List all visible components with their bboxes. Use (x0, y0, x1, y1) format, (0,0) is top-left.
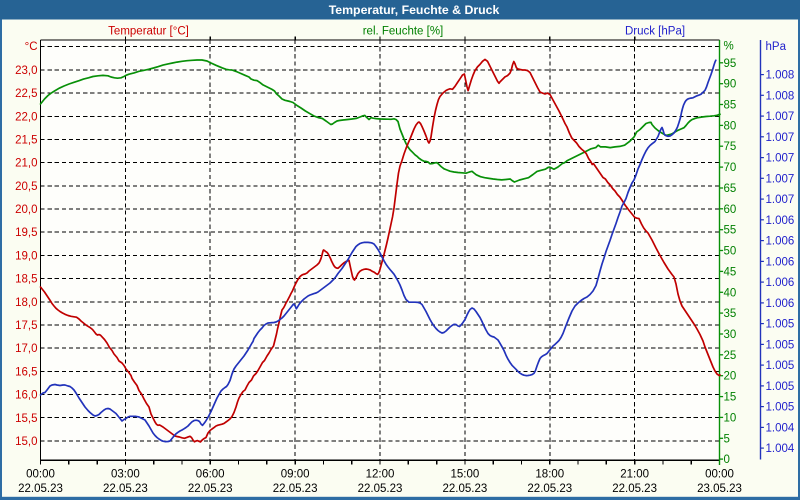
svg-text:16,5: 16,5 (15, 366, 37, 378)
svg-text:65: 65 (724, 183, 737, 195)
svg-text:18,0: 18,0 (15, 297, 37, 309)
svg-text:15,5: 15,5 (15, 413, 37, 425)
svg-text:1.004: 1.004 (766, 443, 795, 455)
svg-text:55: 55 (724, 225, 737, 237)
svg-text:15: 15 (724, 392, 737, 404)
svg-text:5: 5 (724, 433, 730, 445)
svg-text:10: 10 (724, 412, 737, 424)
svg-text:1.007: 1.007 (766, 194, 795, 206)
svg-text:1.006: 1.006 (766, 277, 795, 289)
svg-text:1.007: 1.007 (766, 173, 795, 185)
svg-text:50: 50 (724, 246, 737, 258)
svg-text:03:00: 03:00 (111, 469, 140, 481)
svg-text:hPa: hPa (766, 41, 787, 53)
svg-text:22.05.23: 22.05.23 (18, 483, 63, 495)
svg-text:18:00: 18:00 (535, 469, 564, 481)
svg-text:22,5: 22,5 (15, 88, 37, 100)
svg-text:22.05.23: 22.05.23 (103, 483, 148, 495)
svg-text:rel. Feuchte [%]: rel. Feuchte [%] (363, 26, 444, 38)
svg-text:21,5: 21,5 (15, 134, 37, 146)
svg-text:19,5: 19,5 (15, 227, 37, 239)
svg-text:1.006: 1.006 (766, 298, 795, 310)
svg-text:15:00: 15:00 (451, 469, 480, 481)
svg-text:35: 35 (724, 308, 737, 320)
svg-text:40: 40 (724, 287, 737, 299)
svg-text:1.007: 1.007 (766, 132, 795, 144)
svg-text:21,0: 21,0 (15, 158, 37, 170)
svg-text:0: 0 (724, 454, 730, 466)
svg-text:1.004: 1.004 (766, 422, 795, 434)
svg-text:70: 70 (724, 162, 737, 174)
svg-text:1.008: 1.008 (766, 90, 795, 102)
svg-text:15,0: 15,0 (15, 436, 37, 448)
svg-text:22,0: 22,0 (15, 111, 37, 123)
svg-text:25: 25 (724, 350, 737, 362)
svg-text:1.008: 1.008 (766, 70, 795, 82)
svg-text:17,5: 17,5 (15, 320, 37, 332)
svg-text:1.005: 1.005 (766, 402, 795, 414)
svg-text:1.006: 1.006 (766, 256, 795, 268)
svg-text:19,0: 19,0 (15, 250, 37, 262)
svg-text:85: 85 (724, 100, 737, 112)
svg-text:30: 30 (724, 329, 737, 341)
svg-text:1.005: 1.005 (766, 381, 795, 393)
svg-text:1.007: 1.007 (766, 153, 795, 165)
svg-text:22.05.23: 22.05.23 (443, 483, 488, 495)
svg-text:23.05.23: 23.05.23 (697, 483, 742, 495)
svg-text:22.05.23: 22.05.23 (527, 483, 572, 495)
svg-text:Temperatur [°C]: Temperatur [°C] (108, 26, 189, 38)
svg-text:1.005: 1.005 (766, 360, 795, 372)
svg-text:1.006: 1.006 (766, 236, 795, 248)
svg-text:1.005: 1.005 (766, 339, 795, 351)
svg-text:00:00: 00:00 (26, 469, 55, 481)
svg-text:20: 20 (724, 371, 737, 383)
svg-text:1.007: 1.007 (766, 111, 795, 123)
svg-text:Temperatur, Feuchte & Druck: Temperatur, Feuchte & Druck (329, 3, 500, 17)
svg-text:°C: °C (25, 41, 38, 53)
svg-text:90: 90 (724, 79, 737, 91)
svg-text:Druck [hPa]: Druck [hPa] (625, 26, 685, 38)
svg-text:75: 75 (724, 141, 737, 153)
svg-text:%: % (724, 41, 734, 53)
svg-text:12:00: 12:00 (366, 469, 395, 481)
svg-text:45: 45 (724, 266, 737, 278)
svg-text:20,0: 20,0 (15, 204, 37, 216)
svg-text:20,5: 20,5 (15, 181, 37, 193)
svg-text:23,0: 23,0 (15, 65, 37, 77)
svg-text:22.05.23: 22.05.23 (358, 483, 403, 495)
svg-text:16,0: 16,0 (15, 390, 37, 402)
svg-text:22.05.23: 22.05.23 (188, 483, 233, 495)
svg-text:60: 60 (724, 204, 737, 216)
svg-text:06:00: 06:00 (196, 469, 225, 481)
svg-text:1.005: 1.005 (766, 319, 795, 331)
svg-text:95: 95 (724, 58, 737, 70)
svg-text:21:00: 21:00 (620, 469, 649, 481)
svg-text:00:00: 00:00 (705, 469, 734, 481)
svg-text:1.006: 1.006 (766, 215, 795, 227)
svg-text:22.05.23: 22.05.23 (273, 483, 318, 495)
svg-text:18,5: 18,5 (15, 274, 37, 286)
svg-text:80: 80 (724, 120, 737, 132)
svg-text:17,0: 17,0 (15, 343, 37, 355)
svg-text:09:00: 09:00 (281, 469, 310, 481)
svg-text:22.05.23: 22.05.23 (612, 483, 657, 495)
